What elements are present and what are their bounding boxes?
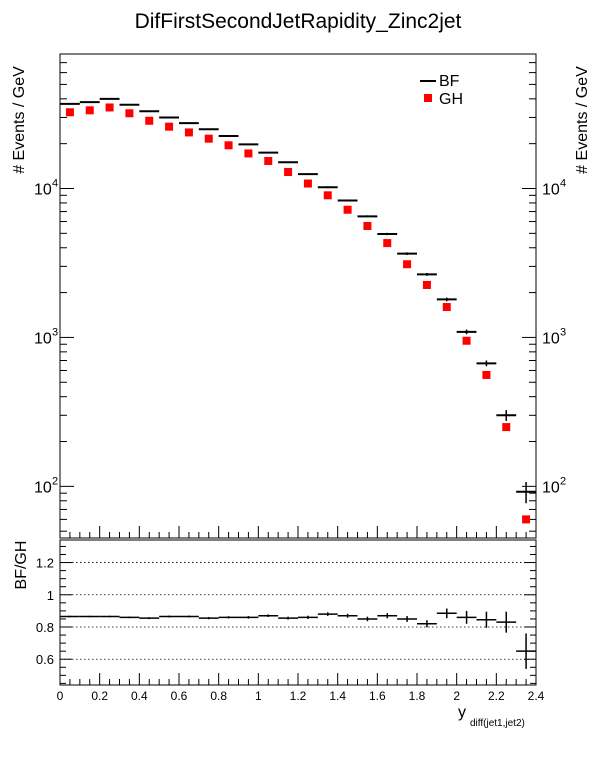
gh-point: [403, 260, 412, 269]
ratio-data-marks: [60, 608, 536, 669]
gh-point: [323, 191, 332, 200]
gh-point: [363, 221, 372, 230]
gh-point: [264, 156, 273, 165]
gh-point: [502, 423, 511, 432]
gh-point: [522, 515, 531, 524]
x-tick-label: 1.6: [369, 689, 386, 703]
gh-point: [303, 179, 312, 188]
gh-point: [65, 108, 74, 117]
gh-point: [184, 128, 193, 137]
gh-point: [125, 109, 134, 118]
legend-gh-marker: [424, 94, 432, 102]
gh-point: [105, 103, 114, 112]
x-tick-label: 0: [57, 689, 64, 703]
top-y-tick-label-left-exponent: 2: [52, 475, 58, 487]
gh-point: [462, 336, 471, 345]
gh-point: [343, 205, 352, 214]
top-y-tick-label-right-exponent: 3: [560, 326, 566, 338]
gh-point: [145, 116, 154, 125]
x-tick-label: 1.4: [329, 689, 346, 703]
legend: BF GH: [420, 73, 463, 108]
y-axis-label-left: # Events / GeV: [11, 66, 28, 174]
top-y-tick-label-right: 10: [542, 330, 560, 347]
x-tick-label: 0.2: [91, 689, 108, 703]
ratio-y-tick-label: 1: [47, 588, 54, 603]
top-y-tick-label-right: 10: [542, 181, 560, 198]
gh-point: [204, 134, 213, 143]
gh-point: [165, 122, 174, 131]
gh-point: [224, 141, 233, 150]
y-axis-label-right: # Events / GeV: [574, 66, 591, 174]
x-tick-label: 0.6: [171, 689, 188, 703]
ratio-axis-ticks: 0 0.2 0.4 0.6 0.8 1 1.2 1.4 1.6 1.8 2 2.2 2.4 0.6 0.8 1…: [36, 545, 545, 703]
x-tick-label: 1.2: [290, 689, 307, 703]
gh-point: [482, 370, 491, 379]
top-y-tick-label-right: 10: [542, 479, 560, 496]
ratio-y-axis-label: BF/GH: [13, 541, 30, 590]
x-tick-label: 0.4: [131, 689, 148, 703]
gh-point: [85, 106, 94, 115]
top-y-tick-label-left-exponent: 4: [52, 177, 58, 189]
x-tick-label: 1.8: [409, 689, 426, 703]
x-tick-label: 0.8: [210, 689, 227, 703]
gh-point: [383, 239, 392, 248]
ratio-grid: [60, 562, 536, 660]
gh-point: [244, 149, 253, 158]
top-plot-frame: [59, 53, 537, 539]
x-tick-label: 2.4: [528, 689, 545, 703]
x-tick-label: 2.2: [488, 689, 505, 703]
chart-title: DifFirstSecondJetRapidity_Zinc2jet: [135, 10, 462, 33]
gh-point: [284, 168, 293, 177]
x-axis-label-subscript: diff(jet1,jet2): [470, 718, 525, 729]
top-y-tick-label-left-exponent: 3: [52, 326, 58, 338]
gh-point: [442, 303, 451, 312]
top-y-tick-label-left: 10: [34, 479, 52, 496]
ratio-y-tick-label: 0.8: [36, 620, 54, 635]
top-data-marks: [60, 97, 536, 524]
legend-bf-label: BF: [439, 73, 460, 90]
top-y-tick-label-left: 10: [34, 330, 52, 347]
top-y-tick-label-left: 10: [34, 181, 52, 198]
gh-point: [422, 280, 431, 289]
ratio-plot-frame: [59, 539, 537, 686]
ratio-y-tick-label: 1.2: [36, 556, 54, 571]
top-y-tick-label-right-exponent: 2: [560, 475, 566, 487]
top-y-tick-label-right-exponent: 4: [560, 177, 566, 189]
x-tick-label: 1: [255, 689, 262, 703]
legend-gh-label: GH: [439, 91, 463, 108]
ratio-y-tick-label: 0.6: [36, 652, 54, 667]
x-tick-label: 2: [453, 689, 460, 703]
x-axis-label: y: [458, 704, 466, 721]
